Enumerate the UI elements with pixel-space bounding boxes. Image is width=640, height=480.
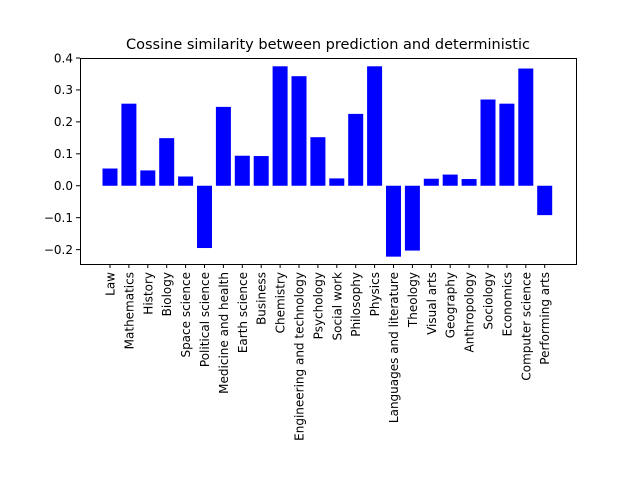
bar-7 (234, 155, 250, 186)
x-tick-label-5: Political science (198, 272, 212, 367)
x-tick-label-13: Philosophy (349, 272, 363, 337)
y-tick-label-6: 0.4 (54, 51, 73, 65)
x-tick-label-0: Law (104, 272, 118, 296)
bar-17 (423, 178, 439, 186)
bar-15 (386, 185, 401, 257)
x-tick-label-6: Medicine and health (217, 272, 231, 394)
x-tick-label-10: Engineering and technology (293, 272, 307, 441)
y-tick-label-3: 0.1 (54, 147, 73, 161)
x-tick-label-15: Languages and literature (387, 272, 401, 423)
bar-6 (215, 106, 231, 186)
bar-8 (253, 156, 269, 186)
bar-4 (178, 176, 194, 186)
x-tick-label-21: Economics (500, 272, 514, 336)
bar-11 (310, 137, 326, 186)
bar-18 (442, 174, 458, 186)
x-tick-label-11: Psychology (311, 272, 325, 339)
bar-21 (499, 103, 515, 186)
y-tick-label-5: 0.3 (54, 83, 73, 97)
bar-10 (291, 76, 307, 186)
y-tick-label-0: −0.2 (44, 243, 73, 257)
x-tick-label-3: Biology (160, 272, 174, 316)
x-tick-label-23: Performing arts (538, 272, 552, 365)
x-tick-label-16: Theology (406, 272, 420, 328)
y-tick-label-1: −0.1 (44, 211, 73, 225)
y-tick-label-4: 0.2 (54, 115, 73, 129)
bar-13 (348, 113, 364, 186)
bar-12 (329, 178, 345, 186)
bar-1 (121, 103, 137, 186)
x-tick-label-2: History (141, 272, 155, 315)
chart-title: Cossine similarity between prediction an… (126, 37, 530, 53)
x-tick-label-19: Anthropology (463, 272, 477, 353)
x-tick-label-1: Mathematics (122, 272, 136, 349)
x-tick-label-18: Geography (444, 272, 458, 338)
x-tick-label-4: Space science (179, 272, 193, 358)
x-tick-label-14: Physics (368, 272, 382, 316)
bar-14 (367, 66, 383, 186)
x-tick-label-8: Business (255, 272, 269, 325)
bar-20 (480, 99, 496, 186)
bar-2 (140, 170, 156, 186)
x-tick-label-7: Earth science (236, 272, 250, 353)
bar-16 (404, 185, 420, 251)
bar-9 (272, 66, 288, 186)
bar-22 (518, 68, 534, 186)
x-axis: Law Mathematics History Biology Space scienc… (104, 264, 552, 441)
y-tick-label-2: 0.0 (54, 179, 73, 193)
bar-23 (537, 185, 553, 216)
x-tick-label-12: Social work (330, 272, 344, 340)
x-tick-label-17: Visual arts (425, 272, 439, 335)
plot-frame (80, 58, 577, 265)
y-axis: −0.2 −0.1 0.0 0.1 0.2 0.3 0.4 (44, 51, 80, 257)
bar-19 (461, 179, 477, 186)
bars (102, 66, 553, 257)
x-tick-label-9: Chemistry (274, 272, 288, 333)
x-tick-label-20: Sociology (482, 272, 496, 330)
bar-0 (102, 168, 118, 186)
bar-5 (197, 185, 212, 249)
bar-3 (159, 138, 175, 186)
x-tick-label-22: Computer science (519, 272, 533, 381)
